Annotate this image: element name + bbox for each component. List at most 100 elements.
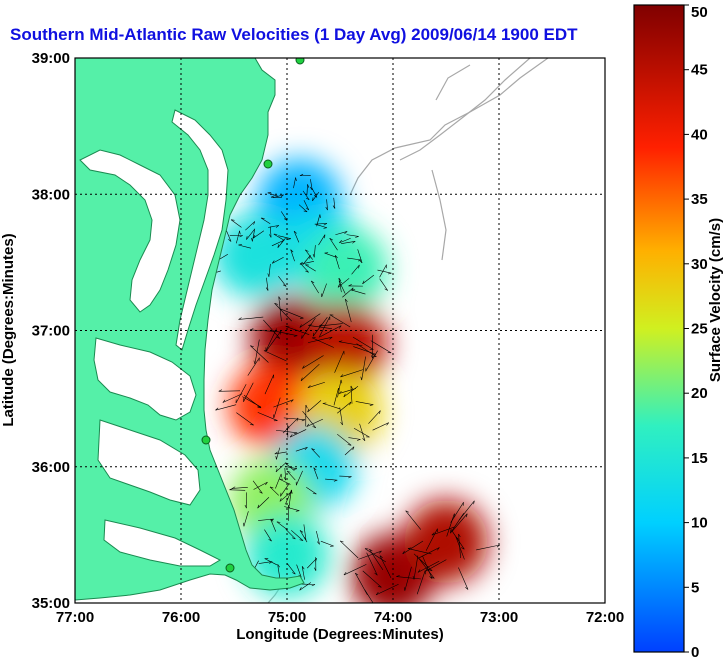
velocity-vector: [243, 511, 249, 527]
velocity-vector: [225, 229, 232, 242]
vector-head: [384, 288, 388, 291]
velocity-vector: [263, 319, 281, 339]
velocity-vector: [275, 429, 298, 434]
velocity-vector: [355, 401, 374, 405]
velocity-vector: [337, 278, 350, 288]
colorbar-tick-label: 15: [691, 450, 708, 467]
velocity-vector: [351, 264, 360, 275]
velocity-vector: [264, 529, 272, 542]
velocity-vector: [245, 221, 256, 231]
vector-head: [269, 234, 272, 238]
velocity-vector: [431, 526, 455, 536]
velocity-vector: [450, 529, 465, 550]
velocity-vector: [352, 336, 374, 350]
velocity-vector: [476, 544, 500, 551]
x-axis-label: Longitude (Degrees:Minutes): [236, 626, 444, 643]
vector-head: [339, 240, 342, 244]
velocity-vector: [289, 429, 307, 438]
velocity-vector: [257, 412, 278, 421]
station-marker: [201, 435, 211, 445]
vector-head: [329, 336, 333, 340]
velocity-vector: [343, 386, 359, 398]
vector-head: [323, 227, 328, 229]
velocity-vector: [366, 552, 378, 576]
velocity-vector: [250, 345, 269, 363]
vector-head: [343, 572, 347, 576]
velocity-vector: [280, 483, 290, 497]
vector-head: [215, 407, 219, 411]
velocity-vector: [350, 385, 353, 404]
vector-head: [402, 550, 405, 555]
x-tick-label: 73:00: [480, 609, 518, 626]
vector-head: [244, 504, 247, 509]
velocity-vector: [368, 410, 381, 424]
vector-head: [292, 572, 296, 575]
vector-head: [309, 255, 311, 259]
velocity-vector: [222, 393, 243, 403]
vector-head: [386, 422, 389, 426]
velocity-vector: [413, 553, 433, 571]
velocity-vector: [425, 528, 438, 551]
vector-head: [357, 439, 361, 441]
vector-head: [305, 249, 309, 252]
velocity-vector: [306, 486, 317, 495]
vector-head: [351, 287, 354, 292]
vector-head: [246, 236, 248, 240]
vector-head: [338, 325, 342, 329]
vector-head: [305, 197, 310, 201]
vector-head: [239, 235, 243, 238]
velocity-vector: [247, 357, 260, 376]
vector-head: [417, 569, 421, 573]
velocity-vector: [284, 467, 286, 481]
vector-head: [350, 385, 353, 390]
y-tick-label: 35:00: [32, 595, 70, 612]
vector-head: [270, 195, 275, 198]
vector-head: [337, 284, 340, 288]
vector-head: [358, 264, 360, 269]
vector-head: [274, 451, 278, 455]
velocity-vector: [356, 343, 377, 357]
velocity-vector: [277, 564, 281, 578]
velocity-vector: [358, 550, 382, 560]
vector-head: [323, 223, 328, 226]
vector-head: [317, 541, 320, 545]
vector-head: [311, 280, 315, 284]
velocity-vector: [458, 567, 469, 590]
vector-head: [307, 184, 310, 188]
velocity-vector: [313, 467, 319, 480]
velocity-vector: [260, 217, 271, 225]
velocity-vector: [252, 228, 256, 242]
velocity-vector: [306, 418, 324, 427]
velocity-vector: [246, 229, 255, 240]
velocity-vector: [344, 446, 355, 456]
vector-head: [412, 575, 415, 580]
colorbar-tick-label: 45: [691, 62, 708, 79]
velocity-vector: [273, 399, 294, 408]
velocity-vector: [339, 237, 351, 244]
vector-head: [340, 379, 343, 384]
velocity-vector: [337, 379, 342, 398]
vector-head: [250, 345, 254, 347]
vector-head: [272, 260, 275, 264]
velocity-vector: [334, 255, 340, 270]
vector-head: [232, 486, 236, 489]
vector-head: [295, 510, 300, 512]
vector-head: [362, 438, 366, 442]
velocity-vector: [300, 363, 320, 382]
vector-head: [369, 548, 373, 552]
vector-head: [270, 518, 274, 522]
velocity-vector: [275, 473, 282, 489]
vector-head: [313, 467, 317, 471]
colorbar-tick-label: 25: [691, 321, 708, 338]
velocity-vector: [250, 329, 275, 332]
axes-frame: [74, 57, 606, 604]
landmass: [75, 58, 305, 601]
vector-head: [370, 355, 374, 359]
velocity-vector: [272, 256, 284, 264]
vector-head: [325, 206, 328, 211]
velocity-vector: [271, 240, 284, 247]
vector-head: [349, 401, 352, 406]
velocity-vector: [337, 401, 352, 414]
velocity-vector: [404, 566, 412, 591]
vector-head: [355, 236, 359, 238]
